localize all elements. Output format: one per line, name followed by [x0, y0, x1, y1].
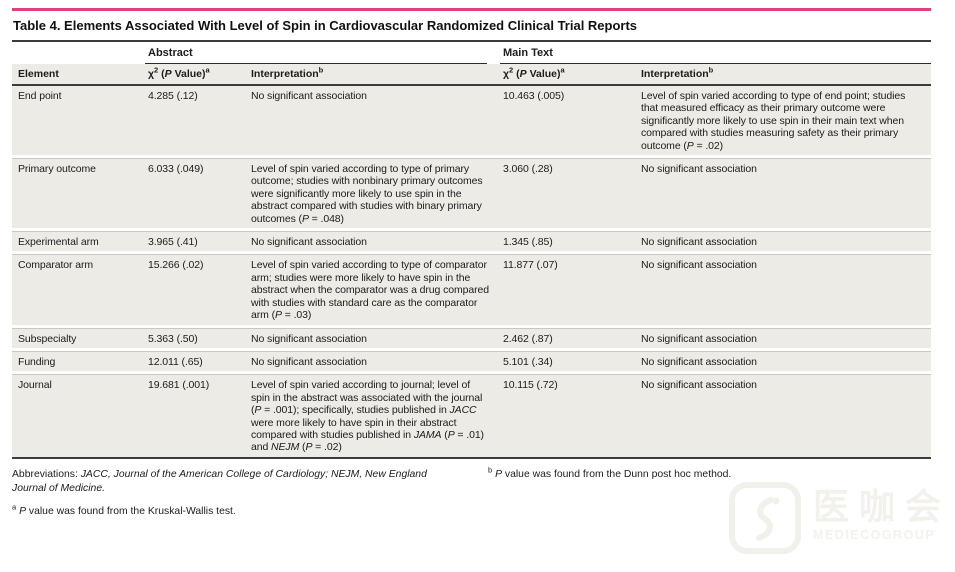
cell-maintext-chi-square: 3.060 (.28) [503, 163, 553, 176]
cell-element: Funding [18, 355, 56, 368]
cell-maintext-interpretation: Level of spin varied according to type o… [641, 90, 906, 152]
cell-abstract-interpretation: No significant association [251, 332, 367, 345]
cell-element: Comparator arm [18, 259, 94, 272]
header-maintext-interpretation: Interpretationb [641, 65, 714, 80]
watermark-en-text: MEDIECOGROUP [812, 528, 936, 542]
cell-abstract-interpretation: Level of spin varied according to type o… [251, 163, 483, 225]
cell-element: Journal [18, 379, 52, 392]
cell-element: Primary outcome [18, 163, 96, 176]
cell-abstract-chi-square: 19.681 (.001) [148, 379, 210, 392]
cell-abstract-interpretation: No significant association [251, 90, 367, 102]
cell-maintext-interpretation: No significant association [641, 163, 757, 176]
accent-bar [12, 8, 931, 11]
table-row: Journal 19.681 (.001) Level of spin vari… [12, 374, 931, 457]
header-abstract-interpretation: Interpretationb [251, 65, 324, 80]
table-spanner-row: Abstract Main Text [12, 42, 931, 64]
table-header-row: Element χ2 (P Value)a Interpretationb χ2… [12, 64, 931, 86]
cell-abstract-interpretation: No significant association [251, 355, 367, 368]
cell-abstract-interpretation: Level of spin varied according to type o… [251, 259, 489, 322]
cell-maintext-chi-square: 1.345 (.85) [503, 236, 553, 249]
cell-maintext-chi-square: 5.101 (.34) [503, 355, 553, 368]
cell-element: Subspecialty [18, 332, 77, 345]
cell-abstract-chi-square: 6.033 (.049) [148, 163, 204, 176]
cell-maintext-chi-square: 11.877 (.07) [503, 259, 558, 272]
spanner-main-text: Main Text [500, 47, 931, 64]
cell-abstract-interpretation: No significant association [251, 236, 367, 249]
cell-abstract-interpretation: Level of spin varied according to journa… [251, 379, 484, 454]
footnote-a: a P value was found from the Kruskal-Wal… [12, 502, 236, 517]
table-row: Comparator arm 15.266 (.02) Level of spi… [12, 254, 931, 325]
cell-abstract-chi-square: 5.363 (.50) [148, 332, 198, 345]
table-row: Funding 12.011 (.65) No significant asso… [12, 350, 931, 372]
footnote-abbreviations: Abbreviations: JACC, Journal of the Amer… [12, 468, 427, 494]
table-row: Subspecialty 5.363 (.50) No significant … [12, 327, 931, 348]
table-body: End point 4.285 (.12) No significant ass… [12, 86, 931, 459]
cell-maintext-chi-square: 10.115 (.72) [503, 379, 558, 392]
cell-maintext-interpretation: No significant association [641, 332, 757, 345]
cell-maintext-interpretation: No significant association [641, 259, 757, 272]
footnotes: Abbreviations: JACC, Journal of the Amer… [12, 459, 931, 519]
cell-element: End point [18, 90, 62, 102]
header-element: Element [18, 68, 59, 80]
table-row: Experimental arm 3.965 (.41) No signific… [12, 231, 931, 252]
cell-abstract-chi-square: 4.285 (.12) [148, 90, 198, 102]
cell-maintext-interpretation: No significant association [641, 379, 757, 392]
header-maintext-chi-square: χ2 (P Value)a [503, 65, 565, 80]
table-row: End point 4.285 (.12) No significant ass… [12, 86, 931, 156]
cell-element: Experimental arm [18, 236, 99, 249]
footnotes-left-column: Abbreviations: JACC, Journal of the Amer… [12, 468, 485, 519]
cell-abstract-chi-square: 3.965 (.41) [148, 236, 198, 249]
cell-maintext-chi-square: 2.462 (.87) [503, 332, 553, 345]
cell-abstract-chi-square: 12.011 (.65) [148, 355, 203, 368]
header-abstract-chi-square: χ2 (P Value)a [148, 65, 210, 80]
table-title: Table 4. Elements Associated With Level … [12, 11, 931, 42]
footnote-b: b P value was found from the Dunn post h… [488, 465, 732, 480]
cell-abstract-chi-square: 15.266 (.02) [148, 259, 204, 272]
table-row: Primary outcome 6.033 (.049) Level of sp… [12, 158, 931, 229]
cell-maintext-chi-square: 10.463 (.005) [503, 90, 565, 102]
table-container: Table 4. Elements Associated With Level … [12, 0, 931, 519]
spanner-abstract: Abstract [145, 47, 487, 64]
cell-maintext-interpretation: No significant association [641, 236, 757, 249]
cell-maintext-interpretation: No significant association [641, 355, 757, 368]
